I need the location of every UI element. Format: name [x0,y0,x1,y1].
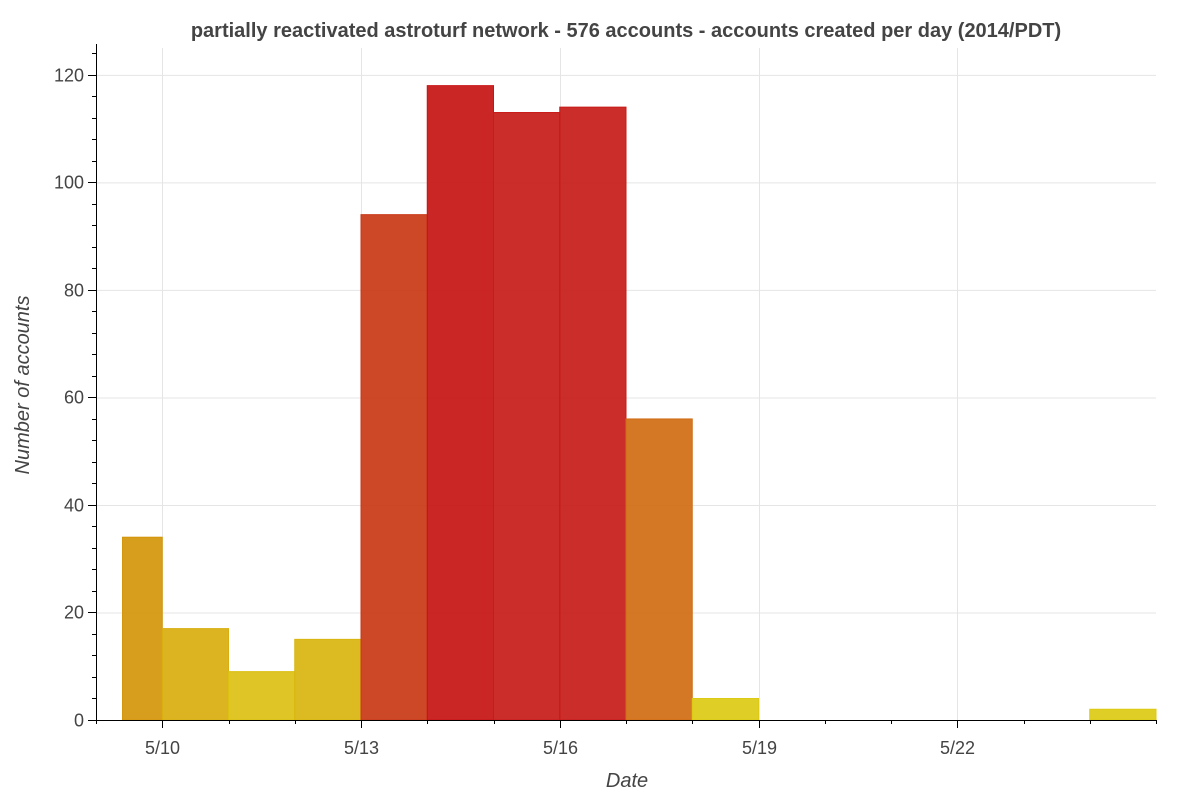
y-axis-ticks: 0 20 40 60 80 100 120 [54,53,96,731]
bar-5-17 [625,418,693,721]
bar-5-15 [493,112,561,721]
bar-5-24 [1089,708,1157,721]
y-tick-label: 20 [64,603,84,623]
bar-5-10 [161,628,229,721]
y-tick-label: 100 [54,173,84,193]
y-axis-label: Number of accounts [12,296,34,475]
y-tick-label: 60 [64,388,84,408]
y-tick-label: 120 [54,66,84,86]
x-axis-label: Date [606,770,648,792]
bar-5-13 [360,214,428,721]
bar-5-18 [691,697,759,721]
x-tick-label: 5/22 [940,738,975,758]
x-tick-label: 5/16 [543,738,578,758]
x-axis-ticks: 5/10 5/13 5/16 5/19 5/22 [96,720,1157,758]
bar-5-11 [228,671,296,721]
bar-5-12 [294,638,362,721]
y-tick-label: 80 [64,281,84,301]
bar-5-9 [122,536,163,721]
y-tick-label: 40 [64,496,84,516]
x-tick-label: 5/13 [344,738,379,758]
x-tick-label: 5/19 [742,738,777,758]
y-tick-label: 0 [74,711,84,731]
x-tick-label: 5/10 [145,738,180,758]
bar-5-14 [426,85,494,721]
chart-title: partially reactivated astroturf network … [191,20,1061,42]
bars [122,85,1157,721]
bar-5-16 [559,106,627,721]
